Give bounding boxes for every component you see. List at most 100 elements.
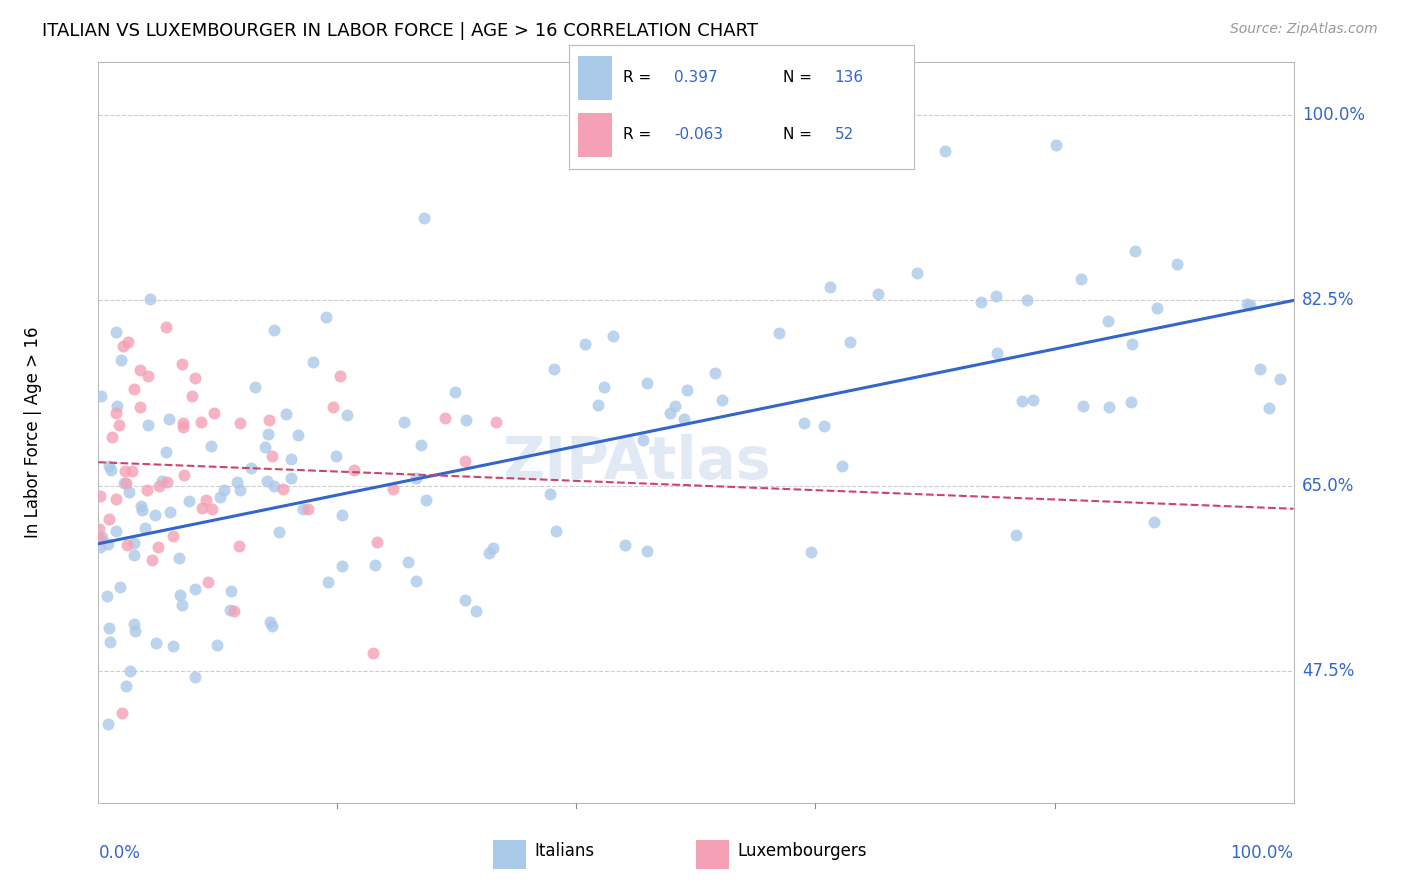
Point bbox=[145, 636, 167, 650]
Point bbox=[631, 433, 654, 447]
Point bbox=[1097, 313, 1119, 327]
Point bbox=[330, 558, 353, 573]
Point bbox=[177, 494, 200, 508]
Point bbox=[111, 339, 134, 353]
Point bbox=[405, 471, 427, 485]
Point bbox=[636, 376, 658, 390]
Point bbox=[209, 490, 232, 504]
Point bbox=[131, 503, 153, 517]
Point bbox=[105, 406, 128, 420]
Point bbox=[813, 419, 835, 434]
Point bbox=[111, 706, 134, 720]
Point bbox=[110, 352, 132, 367]
Point bbox=[574, 337, 596, 351]
Point bbox=[897, 87, 920, 102]
Point bbox=[172, 416, 194, 430]
Point bbox=[157, 412, 180, 426]
Point bbox=[1015, 293, 1038, 308]
Point bbox=[128, 401, 150, 415]
Point bbox=[366, 535, 388, 549]
Text: Italians: Italians bbox=[534, 842, 595, 860]
Point bbox=[382, 482, 405, 496]
Point bbox=[478, 546, 501, 560]
Point bbox=[768, 326, 790, 340]
Point bbox=[89, 540, 111, 554]
Point bbox=[1239, 298, 1261, 312]
Point bbox=[239, 460, 262, 475]
Point bbox=[544, 524, 567, 538]
Point bbox=[184, 582, 207, 596]
Point bbox=[586, 398, 609, 412]
Point bbox=[1070, 272, 1092, 286]
Point bbox=[122, 536, 145, 550]
Text: 82.5%: 82.5% bbox=[1302, 292, 1354, 310]
Point bbox=[97, 537, 120, 551]
Point bbox=[173, 467, 195, 482]
Point bbox=[254, 440, 277, 454]
Point bbox=[228, 539, 250, 553]
Point bbox=[259, 615, 281, 629]
Point bbox=[222, 604, 245, 618]
Point bbox=[172, 357, 194, 371]
Point bbox=[201, 501, 224, 516]
Point bbox=[218, 603, 240, 617]
Point bbox=[118, 664, 141, 678]
Point bbox=[195, 492, 218, 507]
Point bbox=[170, 598, 193, 612]
Point bbox=[538, 487, 561, 501]
Point bbox=[260, 450, 283, 464]
Text: Luxembourgers: Luxembourgers bbox=[738, 842, 868, 860]
Point bbox=[148, 479, 170, 493]
Point bbox=[415, 493, 437, 508]
Point bbox=[98, 512, 121, 526]
Point bbox=[98, 635, 121, 649]
Point bbox=[1098, 401, 1121, 415]
Point bbox=[89, 490, 111, 504]
Point bbox=[325, 449, 347, 463]
Point bbox=[139, 292, 162, 306]
Point bbox=[167, 551, 190, 566]
Point bbox=[146, 540, 169, 554]
Point bbox=[330, 508, 353, 523]
Point bbox=[1143, 515, 1166, 529]
Point bbox=[172, 420, 194, 434]
Point bbox=[105, 400, 128, 414]
Point bbox=[150, 474, 173, 488]
Point bbox=[136, 417, 159, 432]
Point bbox=[984, 288, 1007, 302]
Text: R =: R = bbox=[623, 127, 651, 142]
Point bbox=[831, 458, 853, 473]
Point bbox=[257, 427, 280, 442]
Text: 100.0%: 100.0% bbox=[1230, 844, 1294, 862]
Point bbox=[110, 580, 132, 594]
Point bbox=[141, 553, 163, 567]
Point bbox=[121, 464, 143, 478]
Point bbox=[481, 541, 503, 555]
Point bbox=[1119, 394, 1142, 409]
Point bbox=[212, 483, 235, 498]
Text: N =: N = bbox=[783, 70, 813, 85]
Point bbox=[280, 451, 302, 466]
Point bbox=[703, 366, 725, 380]
Point bbox=[135, 483, 157, 497]
Text: -0.063: -0.063 bbox=[675, 127, 724, 142]
Point bbox=[104, 492, 127, 507]
Point bbox=[183, 670, 205, 684]
Point bbox=[107, 417, 129, 432]
Text: 100.0%: 100.0% bbox=[1302, 106, 1365, 124]
Point bbox=[456, 413, 478, 427]
Point bbox=[243, 380, 266, 394]
Point bbox=[191, 501, 214, 516]
Point bbox=[543, 362, 565, 376]
Point bbox=[87, 522, 110, 536]
Point bbox=[190, 415, 212, 429]
Point bbox=[155, 319, 177, 334]
Point bbox=[143, 508, 166, 523]
Point bbox=[136, 368, 159, 383]
Point bbox=[114, 464, 136, 478]
Point bbox=[1257, 401, 1279, 415]
Point bbox=[396, 555, 419, 569]
Point bbox=[315, 310, 337, 324]
Point bbox=[465, 604, 488, 618]
Text: 0.0%: 0.0% bbox=[98, 844, 141, 862]
